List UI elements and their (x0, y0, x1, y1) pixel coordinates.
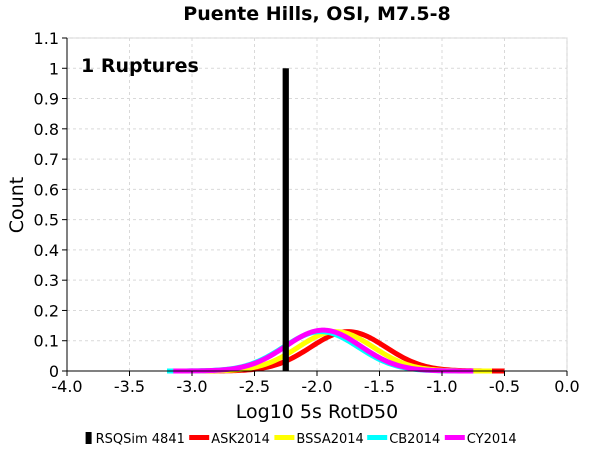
y-tick-label: 0.7 (34, 150, 59, 169)
y-tick-label: 1.1 (34, 29, 59, 48)
y-ticks: 0 0.1 0.2 0.3 0.4 0.5 0.6 0.7 0.8 0.9 1 1.1 (34, 29, 67, 381)
y-tick-label: 0.6 (34, 180, 59, 199)
chart-title: Puente Hills, OSI, M7.5-8 (183, 3, 450, 25)
legend-item: RSQSim 4841 (85, 432, 185, 447)
y-tick-label: 0.4 (34, 241, 59, 260)
y-tick-label: 0.3 (34, 271, 59, 290)
x-ticks: -4.0 -3.5 -3.0 -2.5 -2.0 -1.5 -1.0 -0.5 0.0 (51, 371, 580, 396)
legend-item: ASK2014 (189, 432, 270, 447)
x-tick-label: -1.0 (426, 377, 457, 396)
histogram-bars (282, 68, 289, 371)
series-line-cy2014 (172, 327, 474, 374)
legend-swatch (274, 435, 295, 440)
legend-item: CB2014 (367, 432, 440, 447)
y-tick-label: 0.8 (34, 120, 59, 139)
grid (66, 37, 568, 372)
legend-swatch (367, 435, 388, 440)
legend-label: CY2014 (467, 432, 517, 447)
legend-swatch (444, 435, 465, 440)
y-tick-label: 0.9 (34, 90, 59, 109)
y-tick-label: 0.1 (34, 332, 59, 351)
y-tick-label: 1 (49, 59, 59, 78)
y-tick-label: 0.2 (34, 301, 59, 320)
annotation-ruptures: 1 Ruptures (81, 55, 199, 77)
legend-label: ASK2014 (211, 432, 270, 447)
legend-swatch (85, 432, 92, 444)
histogram-bar (282, 68, 289, 371)
x-tick-label: -2.5 (239, 377, 270, 396)
x-tick-label: -0.5 (489, 377, 520, 396)
y-axis-label: Count (6, 177, 28, 233)
x-tick-label: -1.5 (364, 377, 395, 396)
y-tick-label: 0 (49, 362, 59, 381)
y-tick-label: 0.5 (34, 211, 59, 230)
x-tick-label: 0.0 (554, 377, 579, 396)
legend-item: CY2014 (444, 432, 517, 447)
legend-item: BSSA2014 (274, 432, 364, 447)
x-tick-label: -4.0 (51, 377, 82, 396)
legend-label: BSSA2014 (296, 432, 363, 447)
legend-swatch (189, 435, 210, 440)
legend-label: RSQSim 4841 (96, 432, 185, 447)
x-axis-label: Log10 5s RotD50 (236, 401, 398, 423)
series-curves (166, 327, 506, 374)
x-tick-label: -2.0 (301, 377, 332, 396)
legend: RSQSim 4841 ASK2014 BSSA2014 CB2014 CY2014 (85, 432, 517, 447)
legend-label: CB2014 (389, 432, 440, 447)
x-tick-label: -3.0 (176, 377, 207, 396)
x-tick-label: -3.5 (114, 377, 145, 396)
